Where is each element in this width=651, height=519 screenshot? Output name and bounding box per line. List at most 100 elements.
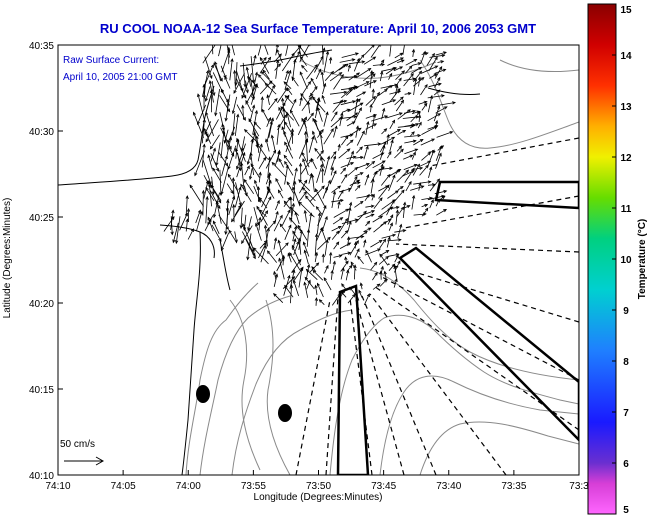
current-vector: [356, 91, 367, 97]
current-vector: [356, 146, 363, 154]
current-vector: [333, 125, 338, 138]
current-vector: [383, 270, 387, 280]
current-vector: [259, 56, 270, 74]
radar-sectors: [336, 180, 579, 475]
current-vector: [340, 230, 349, 239]
current-vector: [220, 232, 230, 252]
current-vector: [249, 151, 254, 176]
current-vector: [349, 235, 365, 239]
current-vector: [350, 261, 357, 271]
current-vector: [354, 184, 361, 191]
current-vector: [196, 210, 203, 232]
current-vector: [271, 161, 287, 178]
current-vector: [298, 45, 308, 58]
current-vector: [298, 179, 311, 192]
current-vector: [205, 111, 214, 137]
current-vector: [394, 189, 405, 202]
current-vector: [388, 174, 396, 192]
current-vector: [340, 162, 355, 168]
current-vector: [278, 106, 284, 119]
current-vector: [388, 222, 393, 231]
current-vector: [363, 145, 369, 160]
current-vector: [284, 160, 294, 176]
y-tick-label: 40:25: [29, 213, 54, 224]
current-vector: [404, 167, 415, 183]
current-vector: [252, 54, 257, 66]
current-vector: [338, 217, 348, 234]
current-vector: [211, 224, 222, 242]
current-vector: [258, 156, 267, 170]
x-tick-label: 73:50: [306, 481, 331, 492]
current-vector: [315, 68, 322, 80]
current-vector: [289, 284, 294, 304]
current-vector: [303, 118, 309, 138]
current-vector: [409, 131, 415, 137]
current-vector: [239, 207, 243, 230]
current-vector: [364, 142, 382, 147]
current-vector: [314, 147, 326, 162]
current-vector: [353, 57, 360, 72]
current-vector: [346, 121, 356, 127]
current-vector: [353, 107, 362, 122]
current-vector: [363, 227, 372, 233]
current-vector: [378, 184, 390, 199]
current-vector: [196, 93, 205, 121]
current-vector: [273, 273, 279, 287]
colorbar-tick-label: 6: [623, 459, 629, 470]
current-vector: [411, 151, 416, 160]
current-vector: [249, 104, 256, 122]
current-vector: [299, 179, 308, 194]
x-tick-label: 73:55: [241, 481, 266, 492]
current-vector: [339, 58, 356, 63]
current-vector: [428, 56, 438, 72]
current-vector: [347, 220, 352, 232]
current-vector: [363, 293, 370, 306]
current-vector: [304, 276, 315, 290]
current-vector: [417, 114, 422, 122]
current-vector: [273, 53, 282, 63]
current-vector: [235, 78, 247, 99]
current-vector: [387, 57, 404, 66]
current-vector: [321, 167, 325, 183]
current-vector: [209, 134, 220, 150]
current-vector: [316, 212, 322, 234]
current-vector: [330, 116, 344, 128]
current-vector: [436, 209, 447, 216]
y-tick-label: 40:35: [29, 41, 54, 52]
current-vector: [284, 164, 289, 185]
current-vector: [323, 128, 334, 145]
current-vector: [284, 224, 292, 240]
y-axis: 40:10 40:15 40:20 40:25 40:30 40:35: [29, 41, 63, 482]
current-vector: [397, 223, 403, 239]
current-vector: [324, 239, 329, 256]
current-vector: [250, 83, 258, 105]
current-vector: [267, 97, 278, 111]
current-vector: [302, 241, 310, 257]
current-vector: [330, 155, 337, 170]
current-vector: [331, 185, 342, 193]
current-vector: [435, 198, 440, 207]
current-vector: [354, 155, 364, 160]
current-vector: [388, 263, 396, 271]
current-vector: [268, 84, 275, 98]
current-vector: [255, 222, 262, 241]
current-vector: [389, 119, 396, 129]
current-vector: [212, 167, 222, 183]
colorbar-tick-label: 7: [623, 408, 629, 419]
current-vector: [317, 236, 331, 250]
current-vector: [388, 72, 393, 80]
current-vector: [364, 174, 370, 186]
current-vector: [315, 206, 323, 215]
current-vector: [300, 80, 312, 97]
current-vector: [434, 119, 439, 130]
y-tick-label: 40:15: [29, 385, 54, 396]
surface-current-vectors: [163, 45, 457, 306]
current-vector: [279, 223, 287, 233]
current-vector: [395, 84, 399, 95]
current-vector: [204, 56, 213, 80]
current-vector: [427, 149, 435, 167]
current-vector: [421, 52, 429, 56]
current-vector: [260, 96, 264, 112]
current-vector: [312, 130, 318, 144]
current-vector: [381, 107, 386, 120]
